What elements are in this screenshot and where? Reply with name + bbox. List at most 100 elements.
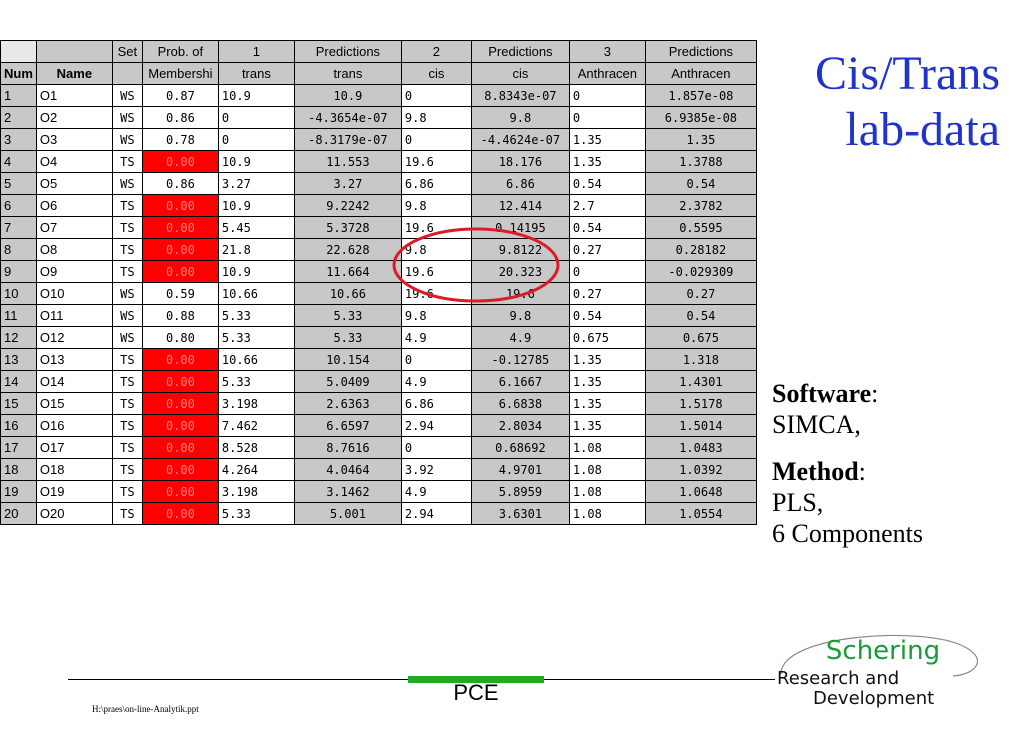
header-cell: Predictions <box>470 40 570 63</box>
table-cell: 9.8122 <box>470 238 570 261</box>
table-cell: 1.5178 <box>644 392 757 415</box>
table-cell: 0 <box>400 348 472 371</box>
table-row: 20 O20 TS 0.00 5.33 5.001 2.94 3.6301 1.08 1.0554 <box>0 502 757 525</box>
table-cell: WS <box>111 84 143 107</box>
header-cell: 1 <box>217 40 295 63</box>
table-cell: 10.154 <box>293 348 402 371</box>
table-cell: O14 <box>35 370 113 393</box>
header-cell: 2 <box>400 40 472 63</box>
table-cell: 4.9701 <box>470 458 570 481</box>
table-cell: 2.8034 <box>470 414 570 437</box>
table-cell: 1.35 <box>568 414 646 437</box>
software-value: SIMCA, <box>772 410 861 439</box>
table-row: 16 O16 TS 0.00 7.462 6.6597 2.94 2.8034 1.35 1.50… <box>0 414 757 437</box>
info-block: Software: SIMCA, Method: PLS, 6 Componen… <box>772 378 923 549</box>
table-cell: 0 <box>568 84 646 107</box>
table-cell: O19 <box>35 480 113 503</box>
table-cell: 0.59 <box>141 282 219 305</box>
table-cell: 0.00 <box>141 260 219 283</box>
table-cell: 0.00 <box>141 216 219 239</box>
table-cell: 1.08 <box>568 458 646 481</box>
table-row: 2 O2 WS 0.86 0 -4.3654e-07 9.8 9.8 0 6.9385e-08 <box>0 106 757 129</box>
table-cell: 18 <box>0 458 37 481</box>
table-cell: WS <box>111 128 143 151</box>
table-cell: 20 <box>0 502 37 525</box>
header-cell: trans <box>293 62 402 85</box>
table-cell: 19.6 <box>400 282 472 305</box>
table-cell: TS <box>111 238 143 261</box>
table-cell: 4.0464 <box>293 458 402 481</box>
table-cell: 19.6 <box>400 260 472 283</box>
table-cell: -0.12785 <box>470 348 570 371</box>
table-cell: 4.9 <box>470 326 570 349</box>
table-cell: 0.27 <box>644 282 757 305</box>
table-cell: 19.6 <box>400 216 472 239</box>
table-cell: 3.6301 <box>470 502 570 525</box>
table-cell: 0.00 <box>141 348 219 371</box>
table-cell: 1.4301 <box>644 370 757 393</box>
table-cell: 0.87 <box>141 84 219 107</box>
table-cell: 5 <box>0 172 37 195</box>
table-cell: 1.318 <box>644 348 757 371</box>
table-cell: TS <box>111 194 143 217</box>
table-cell: TS <box>111 216 143 239</box>
table-cell: O2 <box>35 106 113 129</box>
table-cell: 6.1667 <box>470 370 570 393</box>
table-cell: -8.3179e-07 <box>293 128 402 151</box>
logo-line-1: Schering <box>825 636 941 666</box>
table-cell: 0 <box>400 128 472 151</box>
table-cell: O13 <box>35 348 113 371</box>
table-cell: 0.27 <box>568 238 646 261</box>
table-cell: 0.00 <box>141 194 219 217</box>
footer-accent-bar <box>408 676 544 683</box>
table-cell: 7.462 <box>217 414 295 437</box>
table-cell: 8.8343e-07 <box>470 84 570 107</box>
table-cell: 6.6838 <box>470 392 570 415</box>
table-cell: 10.66 <box>217 348 295 371</box>
table-row: 6 O6 TS 0.00 10.9 9.2242 9.8 12.414 2.7 2.3782 <box>0 194 757 217</box>
table-row: 10 O10 WS 0.59 10.66 10.66 19.6 19.6 0.27 0.27 <box>0 282 757 305</box>
table-cell: 0.675 <box>644 326 757 349</box>
header-cell: Anthracen <box>644 62 757 85</box>
header-cell: Set <box>111 40 143 63</box>
table-cell: TS <box>111 370 143 393</box>
logo-swoosh-icon <box>780 634 978 677</box>
table-cell: O3 <box>35 128 113 151</box>
table-cell: 0.88 <box>141 304 219 327</box>
table-cell: WS <box>111 172 143 195</box>
table-cell: 3.27 <box>217 172 295 195</box>
table-cell: 6.86 <box>400 172 472 195</box>
table-cell: 10.9 <box>217 150 295 173</box>
header-cell: Membershi <box>141 62 219 85</box>
table-cell: 10.9 <box>217 84 295 107</box>
header-cell <box>35 40 113 63</box>
table-cell: 9.2242 <box>293 194 402 217</box>
table-cell: 1.0483 <box>644 436 757 459</box>
table-row: 15 O15 TS 0.00 3.198 2.6363 6.86 6.6838 1.35 1.51… <box>0 392 757 415</box>
table-cell: O20 <box>35 502 113 525</box>
table-cell: 16 <box>0 414 37 437</box>
header-cell: 3 <box>568 40 646 63</box>
table-cell: 22.628 <box>293 238 402 261</box>
table-cell: WS <box>111 304 143 327</box>
table-cell: 2.94 <box>400 502 472 525</box>
header-cell: cis <box>400 62 472 85</box>
table-row: 5 O5 WS 0.86 3.27 3.27 6.86 6.86 0.54 0.54 <box>0 172 757 195</box>
table-cell: 5.0409 <box>293 370 402 393</box>
table-cell: 3.27 <box>293 172 402 195</box>
table-cell: 1.5014 <box>644 414 757 437</box>
header-cell: Predictions <box>644 40 757 63</box>
table-cell: 11.553 <box>293 150 402 173</box>
table-cell: 10.9 <box>217 194 295 217</box>
table-cell: TS <box>111 260 143 283</box>
table-cell: 21.8 <box>217 238 295 261</box>
table-cell: 5.33 <box>293 304 402 327</box>
company-logo: Schering Research and Development <box>773 624 993 724</box>
table-cell: 19 <box>0 480 37 503</box>
table-cell: 5.3728 <box>293 216 402 239</box>
table-cell: 11.664 <box>293 260 402 283</box>
software-label: Software <box>772 379 872 408</box>
logo-line-3: Development <box>813 688 935 709</box>
table-cell: 0.00 <box>141 436 219 459</box>
table-cell: 4.9 <box>400 326 472 349</box>
